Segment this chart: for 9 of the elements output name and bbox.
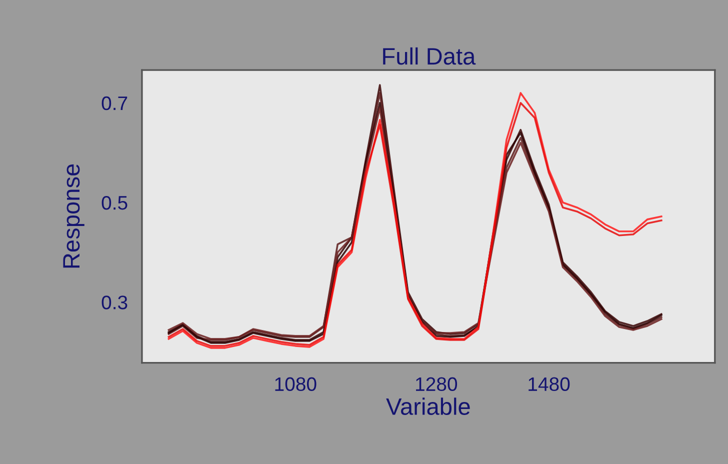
y-tick-label: 0.3 (102, 296, 128, 310)
y-tick-label: 0.5 (102, 196, 128, 210)
x-tick-label: 1280 (416, 377, 458, 392)
x-tick-label: 1480 (528, 377, 570, 392)
chart-title: Full Data (383, 47, 476, 65)
x-axis-title: Variable (386, 398, 470, 415)
x-tick-label: 1080 (275, 377, 316, 392)
y-tick-label: 0.7 (102, 96, 128, 110)
y-axis-title: Response (63, 164, 84, 268)
